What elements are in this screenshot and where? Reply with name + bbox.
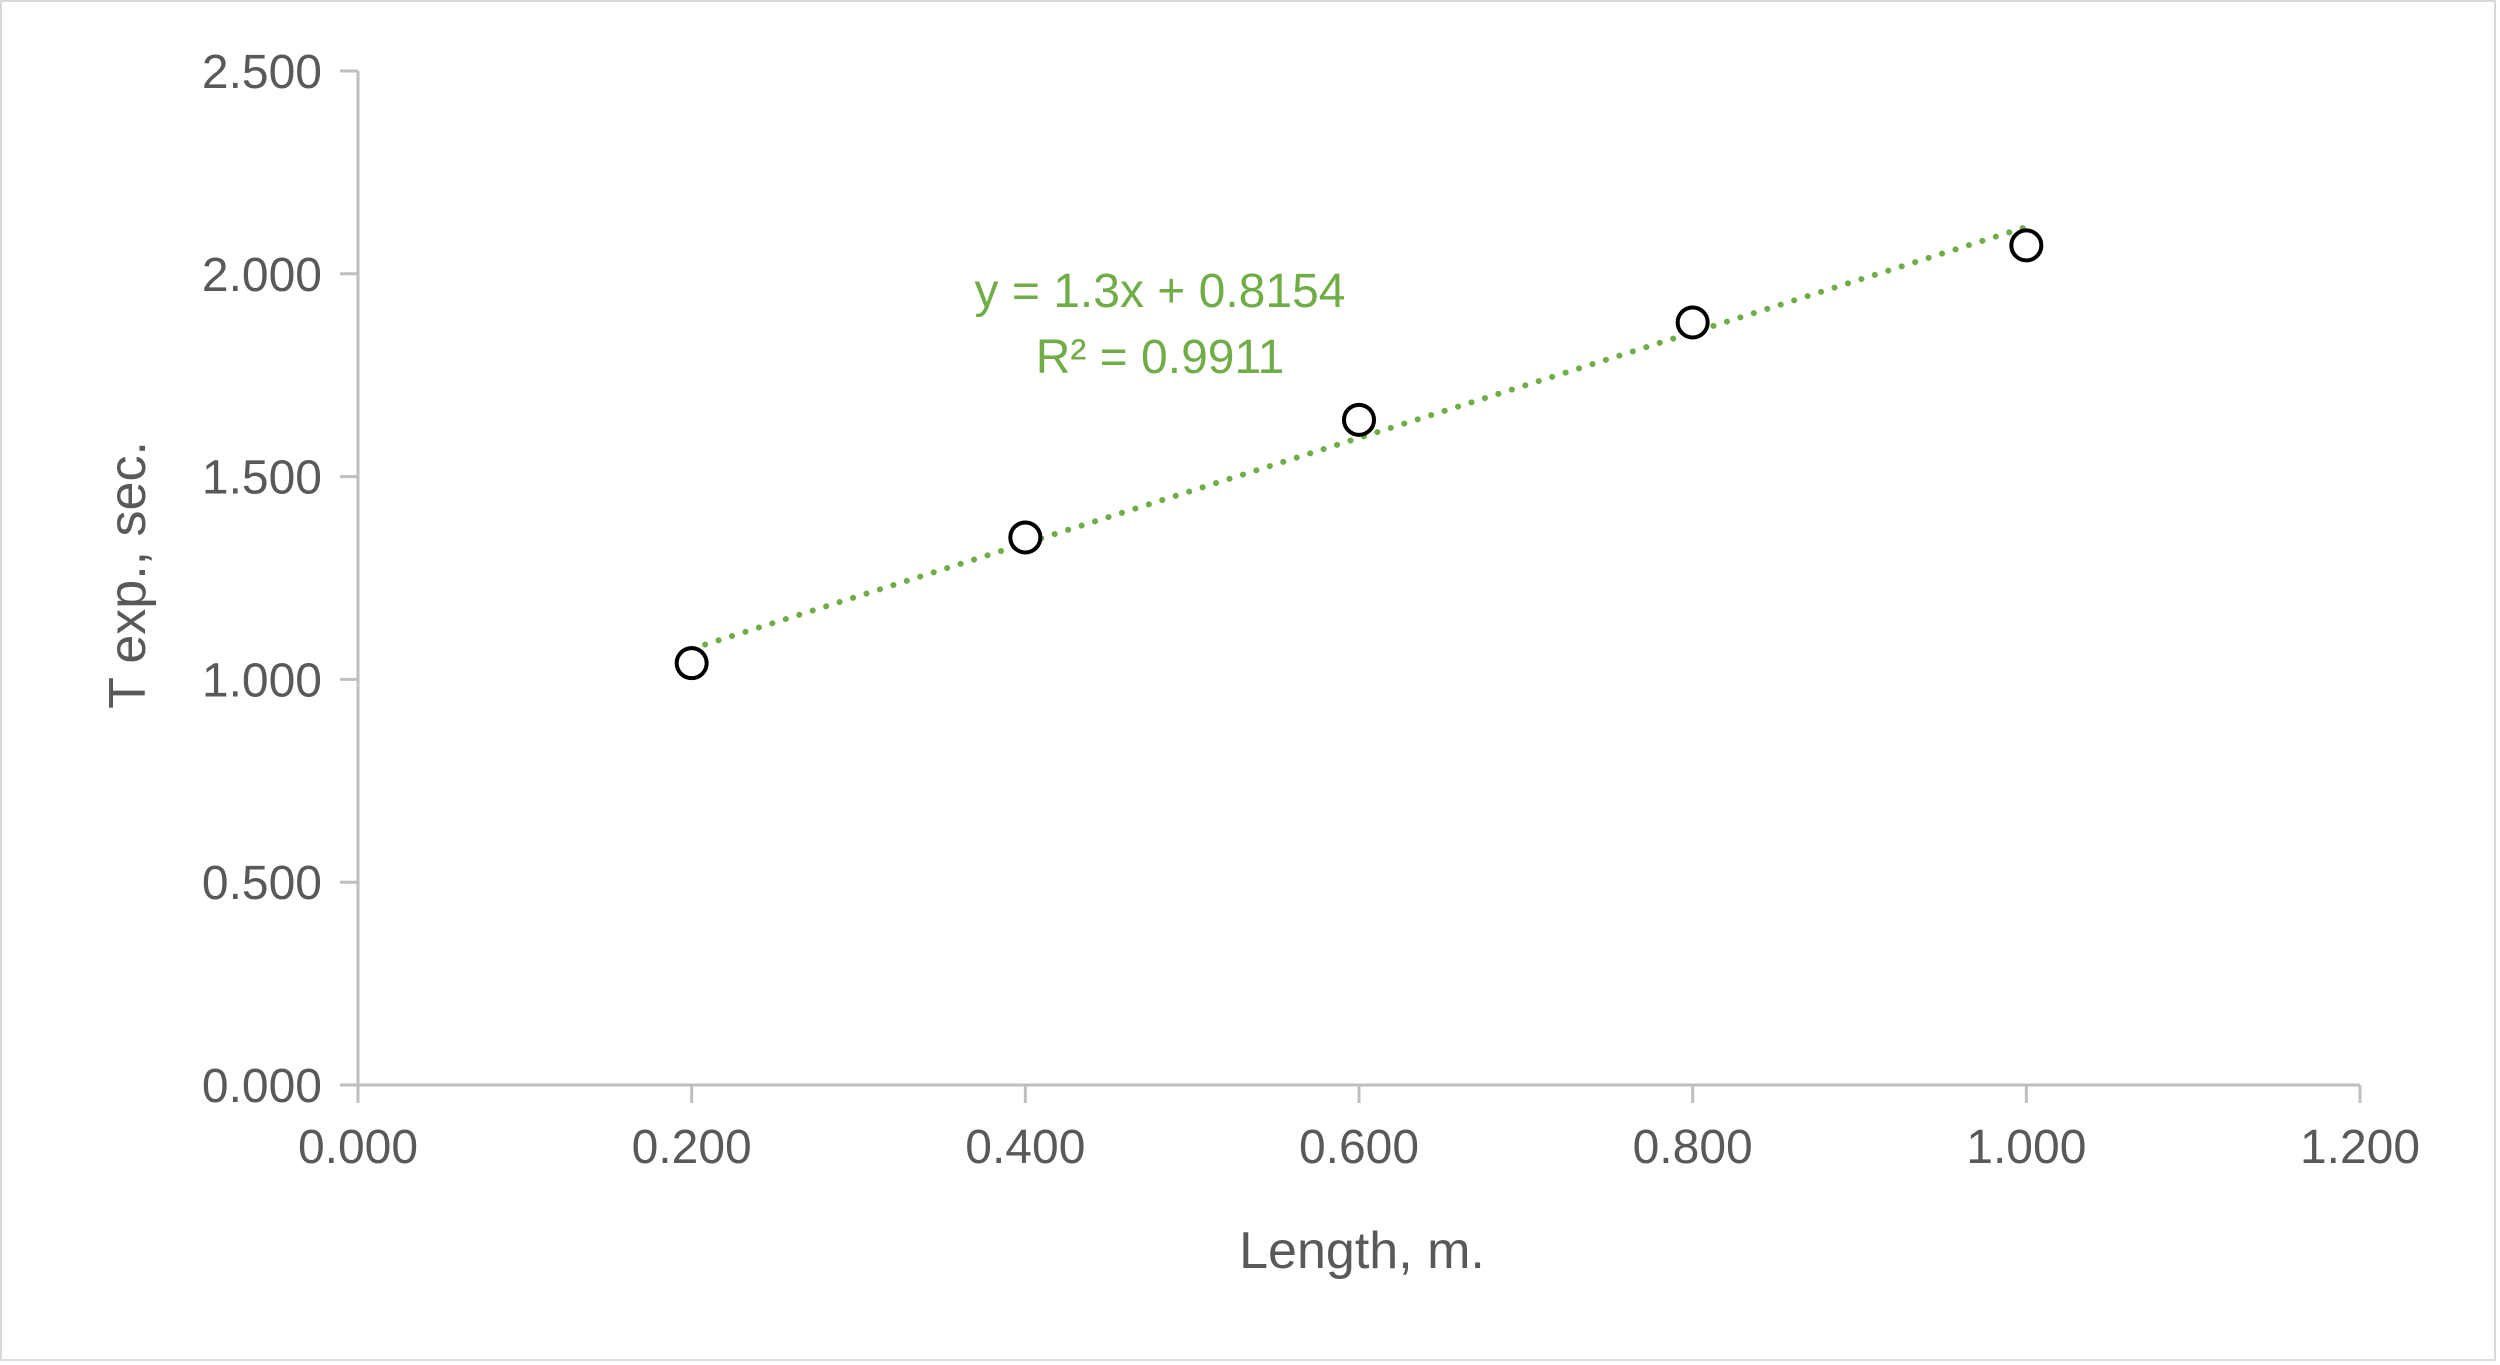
y-tick-label: 1.000 bbox=[202, 654, 322, 707]
y-tick-label: 2.000 bbox=[202, 249, 322, 302]
data-point bbox=[1008, 520, 1043, 555]
x-axis-ticks: 0.000 0.200 0.400 0.600 0.800 1.000 1.200 bbox=[298, 1085, 2420, 1174]
y-tick-label: 0.500 bbox=[202, 857, 322, 910]
axes bbox=[356, 71, 2360, 1087]
y-axis-ticks: 0.000 0.500 1.000 1.500 2.000 2.500 bbox=[202, 46, 358, 1113]
y-tick-label: 0.000 bbox=[202, 1060, 322, 1113]
x-tick-label: 0.000 bbox=[298, 1121, 418, 1174]
x-tick-label: 1.200 bbox=[2300, 1121, 2420, 1174]
x-axis-title: Length, m. bbox=[1239, 1222, 1485, 1280]
y-tick-label: 1.500 bbox=[202, 452, 322, 505]
x-tick-label: 0.400 bbox=[965, 1121, 1085, 1174]
data-point bbox=[2009, 228, 2044, 263]
x-tick-label: 1.000 bbox=[1966, 1121, 2086, 1174]
y-tick-label: 2.500 bbox=[202, 46, 322, 99]
trendline-group bbox=[688, 223, 2030, 652]
trendline-equation: y = 1.3x + 0.8154 bbox=[975, 265, 1346, 318]
data-point bbox=[674, 646, 709, 681]
x-tick-label: 0.200 bbox=[632, 1121, 752, 1174]
x-tick-label: 0.600 bbox=[1299, 1121, 1419, 1174]
x-tick-label: 0.800 bbox=[1633, 1121, 1753, 1174]
trendline-r-squared: R² = 0.9911 bbox=[1036, 331, 1285, 384]
trendline bbox=[688, 223, 2030, 652]
data-points bbox=[674, 228, 2044, 681]
y-axis-title: T exp., sec. bbox=[99, 441, 157, 709]
data-point bbox=[1675, 305, 1710, 340]
data-point bbox=[1342, 402, 1376, 437]
